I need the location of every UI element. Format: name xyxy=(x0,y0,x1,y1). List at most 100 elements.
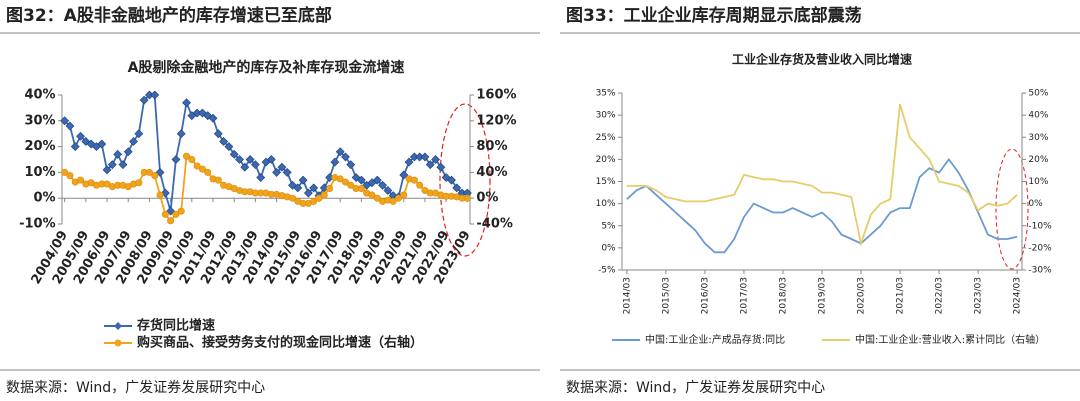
marker xyxy=(182,98,191,108)
x-tick-label: 2021/03 xyxy=(896,277,906,314)
marker xyxy=(118,160,128,170)
marker xyxy=(357,185,365,193)
marker xyxy=(303,188,313,198)
marker xyxy=(214,176,222,184)
marker xyxy=(235,155,244,164)
y-tick-label: -10% xyxy=(19,217,56,232)
marker xyxy=(172,210,180,218)
y2-tick-label: 160% xyxy=(476,88,516,103)
marker xyxy=(155,167,165,177)
marker xyxy=(425,160,435,170)
y2-tick-label: -20% xyxy=(1028,243,1052,253)
marker xyxy=(177,207,185,215)
marker xyxy=(372,175,382,185)
marker xyxy=(346,160,356,170)
marker xyxy=(341,178,349,186)
marker xyxy=(315,194,323,202)
marker xyxy=(193,162,201,170)
marker xyxy=(272,167,282,177)
marker xyxy=(156,191,164,199)
legend-label: 购买商品、接受劳务支付的现金同比增速（右轴） xyxy=(137,335,423,351)
y-tick-label: 20% xyxy=(24,139,55,154)
x-tick-label: 2022/03 xyxy=(935,277,945,314)
marker xyxy=(197,108,207,118)
marker xyxy=(452,183,462,193)
marker xyxy=(266,155,276,164)
marker xyxy=(447,175,456,185)
legend-label: 存货同比增速 xyxy=(137,318,215,334)
chart-title: 工业企业存货及营业收入同比增速 xyxy=(732,52,912,67)
marker xyxy=(213,129,223,139)
x-tick-label: 2019/03 xyxy=(818,277,828,314)
marker xyxy=(378,180,387,190)
y-tick-label: 25% xyxy=(596,133,616,143)
marker xyxy=(151,172,159,180)
y-tick-label: 35% xyxy=(596,89,616,99)
marker xyxy=(441,173,451,182)
y-tick-label: 30% xyxy=(24,113,55,128)
series-line xyxy=(626,157,1018,254)
marker xyxy=(436,162,446,172)
marker xyxy=(102,165,112,175)
marker xyxy=(298,175,308,185)
marker xyxy=(161,210,169,218)
marker xyxy=(86,139,96,149)
legend-label: 中国:工业企业:产成品存货:同比 xyxy=(645,333,785,346)
marker xyxy=(245,155,255,164)
x-tick-label: 2024/03 xyxy=(1013,277,1023,314)
y2-tick-label: 80% xyxy=(476,139,507,154)
x-tick-label: 2018/03 xyxy=(778,277,788,314)
y-tick-label: 40% xyxy=(24,88,55,103)
y2-tick-label: 0% xyxy=(476,191,498,206)
y2-tick-label: 50% xyxy=(1028,89,1048,99)
y2-tick-label: -10% xyxy=(1028,221,1052,231)
marker xyxy=(240,162,250,172)
marker xyxy=(113,149,123,159)
marker xyxy=(431,155,440,164)
marker xyxy=(293,183,303,193)
marker xyxy=(277,162,287,172)
y2-tick-label: 30% xyxy=(1028,133,1048,143)
marker xyxy=(204,168,212,176)
y2-tick-label: -30% xyxy=(1028,266,1052,276)
source-note: 数据来源：Wind，广发证券发展研究中心 xyxy=(566,380,825,396)
series-line xyxy=(626,103,1018,247)
marker xyxy=(463,194,471,202)
marker xyxy=(404,157,414,167)
marker xyxy=(351,173,361,182)
y2-tick-label: 0% xyxy=(1028,199,1043,209)
marker xyxy=(61,168,69,176)
marker xyxy=(400,191,408,199)
marker xyxy=(341,152,350,162)
x-tick-label: 2016/03 xyxy=(700,277,710,314)
marker xyxy=(129,137,138,146)
highlight-ellipse xyxy=(439,103,491,257)
marker xyxy=(320,191,328,199)
marker xyxy=(389,197,397,205)
marker xyxy=(394,194,402,202)
y2-tick-label: -40% xyxy=(476,217,513,232)
marker xyxy=(309,183,319,193)
marker xyxy=(198,165,206,173)
marker xyxy=(171,155,181,164)
legend-marker xyxy=(114,322,122,330)
chart-title: A股剔除金融地产的库存及补库存现金流增速 xyxy=(128,59,405,76)
y-tick-label: 30% xyxy=(596,111,616,121)
marker xyxy=(77,176,85,184)
y-tick-label: -5% xyxy=(598,266,616,276)
marker xyxy=(410,176,418,184)
marker xyxy=(123,147,133,157)
x-tick-label: 2014/03 xyxy=(622,277,632,314)
source-note: 数据来源：Wind，广发证券发展研究中心 xyxy=(6,380,265,396)
y-tick-label: 15% xyxy=(596,177,616,187)
marker xyxy=(224,142,234,152)
marker xyxy=(139,95,149,105)
y-tick-label: 20% xyxy=(596,155,616,165)
marker xyxy=(183,152,191,160)
marker xyxy=(97,139,107,149)
marker xyxy=(335,147,345,157)
marker xyxy=(373,194,381,202)
legend-marker xyxy=(114,339,122,347)
marker xyxy=(336,175,344,183)
